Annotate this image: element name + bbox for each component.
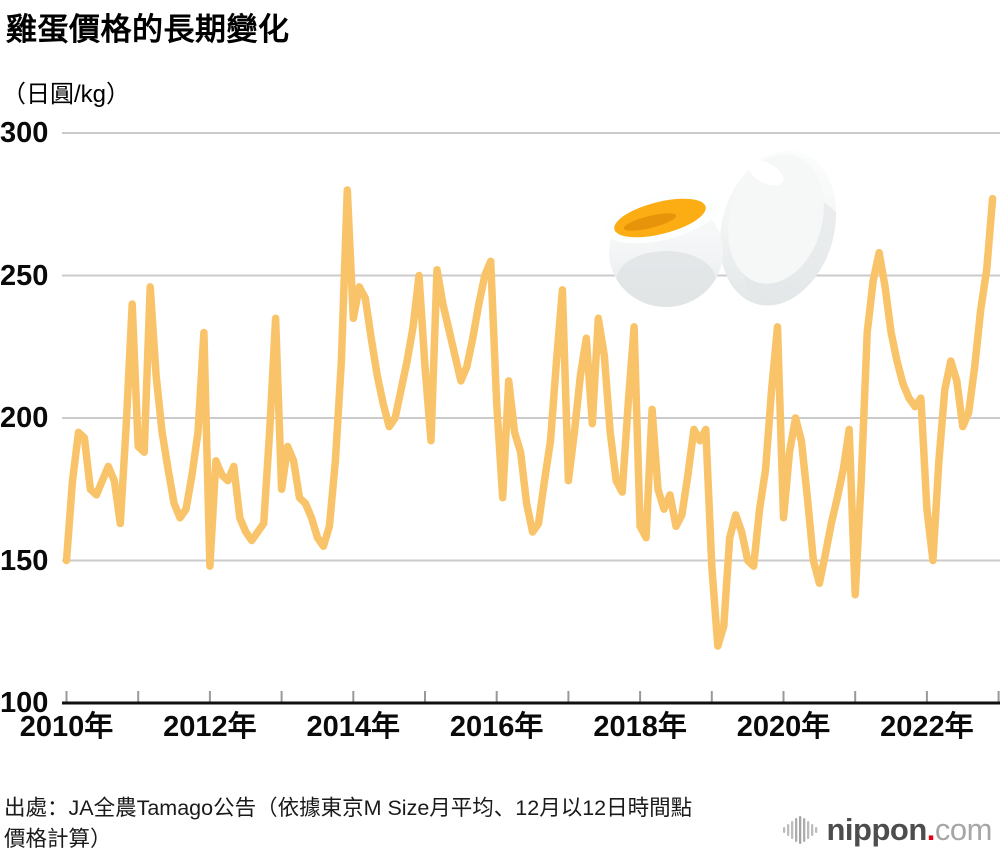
logo-dot: .	[926, 812, 936, 847]
y-tick-label: 150	[0, 544, 49, 577]
source-line-1: 出處：JA全農Tamago公告（依據東京M Size月平均、12月以12日時間點	[4, 796, 693, 820]
x-tick-label: 2020年	[736, 711, 831, 743]
source-line-2: 價格計算）	[4, 827, 112, 851]
soundbars-icon	[782, 816, 817, 844]
logo-nippon-text: nippon	[826, 812, 928, 847]
egg-yolk-shade	[623, 213, 677, 231]
page-title: 雞蛋價格的長期變化	[6, 12, 290, 47]
x-tick-label: 2014年	[306, 711, 401, 743]
x-tick-label: 2012年	[163, 711, 257, 743]
logo-tld-text: com	[934, 812, 993, 847]
y-tick-label: 200	[0, 402, 49, 434]
x-tick-label: 2010年	[19, 711, 114, 743]
price-line	[62, 186, 997, 650]
egg-illustration	[604, 150, 849, 319]
nippon-logo[interactable]: nippon.com	[781, 812, 993, 848]
y-tick-label: 100	[0, 687, 49, 719]
x-tick-label: 2018年	[593, 711, 687, 743]
half-egg	[604, 190, 723, 307]
y-tick-label: 250	[0, 259, 49, 292]
x-tick-label: 2022年	[880, 711, 974, 743]
egg-highlight	[748, 160, 784, 186]
source-note: 出處：JA全農Tamago公告（依據東京M Size月平均、12月以12日時間點…	[4, 793, 744, 855]
logo-wordmark: nippon.com	[827, 812, 993, 848]
y-axis-unit-label: （日圓/kg）	[2, 81, 131, 108]
whole-egg	[719, 150, 849, 319]
x-tick-label: 2016年	[449, 711, 544, 743]
y-tick-label: 300	[0, 117, 49, 149]
